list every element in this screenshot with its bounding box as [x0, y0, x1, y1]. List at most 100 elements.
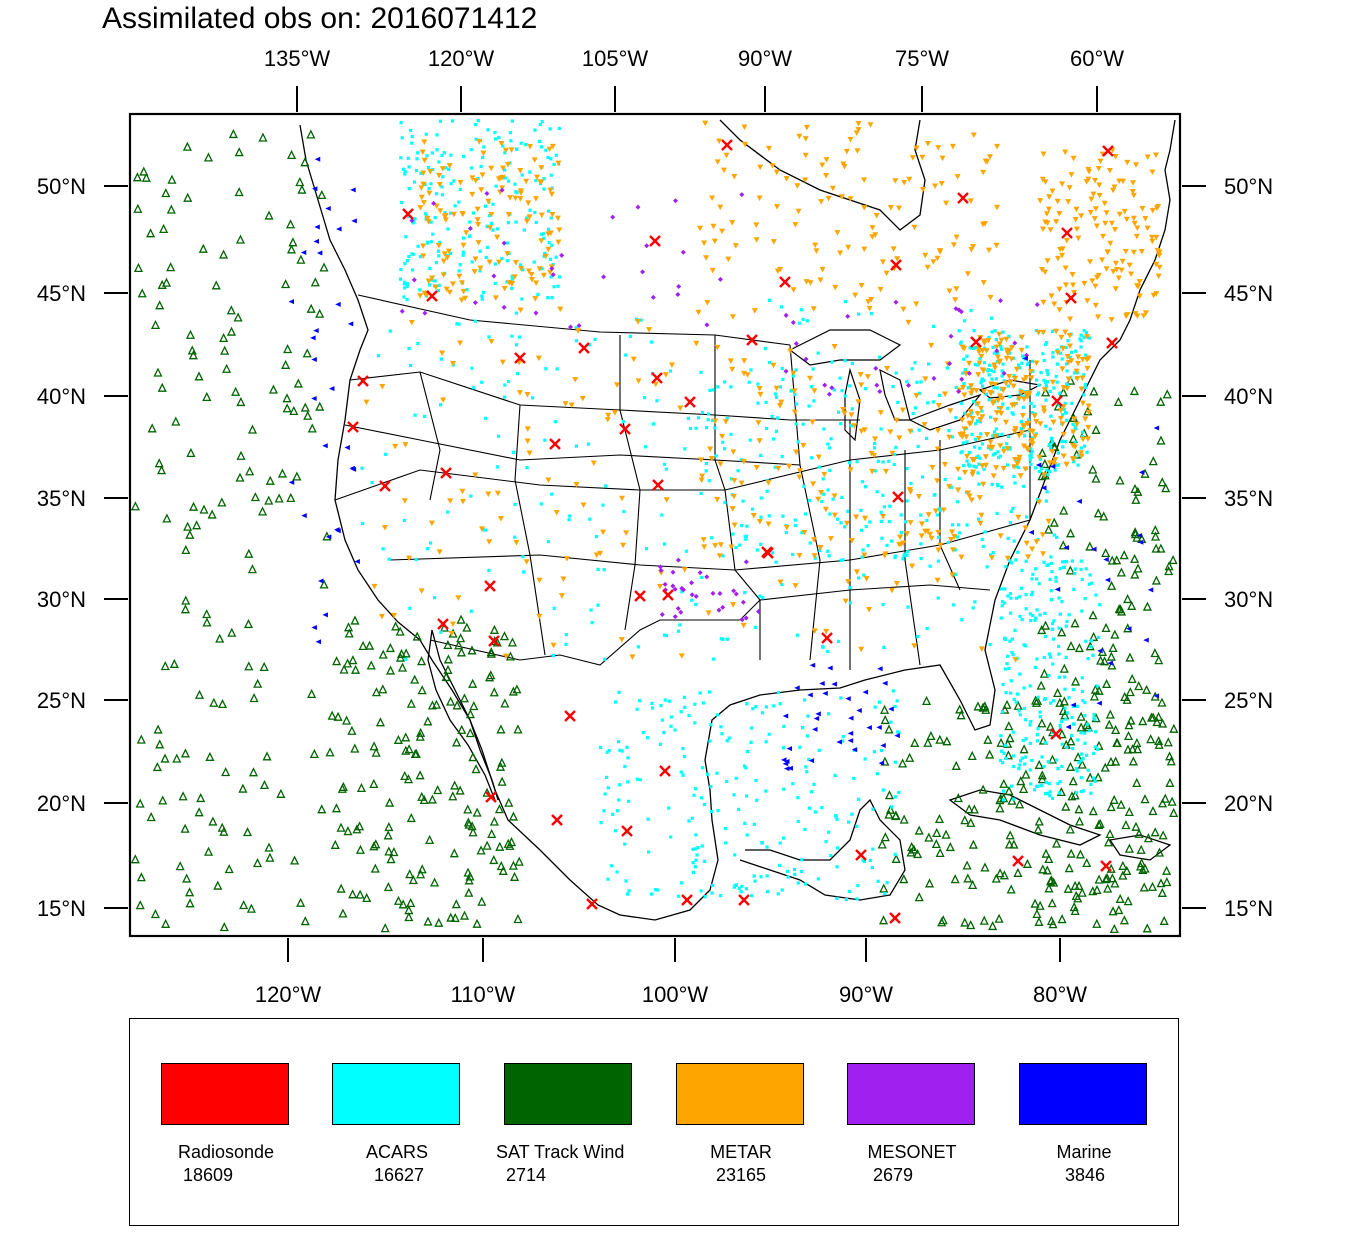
acars-marker	[1029, 447, 1033, 451]
metar-marker	[982, 454, 989, 460]
metar-marker	[753, 464, 760, 471]
acars-marker	[681, 746, 685, 751]
acars-marker	[443, 211, 447, 215]
acars-marker	[999, 616, 1003, 620]
sat-track-wind-marker	[166, 262, 176, 272]
mesonet-marker	[680, 587, 686, 593]
sat-track-wind-marker	[932, 827, 942, 838]
metar-marker	[439, 166, 446, 172]
acars-marker	[1010, 784, 1014, 788]
metar-marker	[533, 280, 540, 287]
marine-marker	[344, 444, 350, 450]
acars-marker	[438, 403, 443, 407]
sat-track-wind-marker	[1154, 655, 1164, 665]
metar-marker	[987, 439, 994, 446]
acars-marker	[678, 623, 682, 627]
sat-track-wind-marker	[1037, 447, 1047, 457]
acars-marker	[495, 465, 500, 469]
metar-marker	[722, 419, 729, 425]
acars-marker	[800, 531, 804, 535]
acars-marker	[1019, 426, 1024, 431]
acars-marker	[828, 468, 832, 473]
sat-track-wind-marker	[264, 210, 274, 220]
metar-marker	[1053, 328, 1060, 335]
acars-marker	[540, 267, 544, 271]
mesonet-marker	[743, 559, 749, 565]
acars-marker	[1035, 608, 1039, 612]
metar-marker	[556, 227, 563, 233]
metar-marker	[967, 198, 974, 204]
acars-marker	[1083, 596, 1087, 601]
metar-marker	[1011, 428, 1018, 435]
acars-marker	[996, 482, 1000, 487]
acars-marker	[1009, 509, 1013, 514]
acars-marker	[525, 216, 529, 220]
sat-track-wind-marker	[1162, 389, 1172, 399]
metar-marker	[974, 401, 981, 407]
metar-marker	[1070, 155, 1077, 162]
acars-marker	[1064, 345, 1068, 349]
acars-marker	[1017, 595, 1021, 599]
acars-marker	[1008, 521, 1013, 525]
acars-marker	[798, 745, 802, 749]
metar-marker	[934, 446, 941, 453]
sat-track-wind-marker	[884, 790, 895, 800]
metar-marker	[447, 498, 454, 504]
acars-marker	[1061, 560, 1065, 564]
acars-marker	[791, 374, 795, 378]
acars-marker	[693, 721, 697, 725]
metar-marker	[1089, 278, 1096, 284]
acars-marker	[1054, 758, 1059, 762]
legend-item-metar: METAR 23165	[676, 1063, 806, 1186]
acars-marker	[1087, 336, 1092, 340]
acars-marker	[988, 363, 992, 367]
sat-track-wind-marker	[1101, 547, 1111, 558]
acars-marker	[1010, 637, 1014, 641]
metar-marker	[893, 417, 900, 424]
acars-marker	[682, 695, 687, 699]
metar-marker	[623, 530, 630, 536]
metar-marker	[439, 350, 446, 356]
metar-marker	[883, 270, 890, 277]
sat-track-wind-marker	[327, 710, 337, 720]
acars-marker	[1045, 490, 1049, 494]
sat-track-wind-marker	[1142, 923, 1152, 933]
acars-marker	[953, 548, 957, 552]
radiosonde-marker	[1106, 337, 1118, 349]
metar-marker	[1021, 424, 1028, 430]
metar-marker	[523, 218, 530, 225]
metar-marker	[858, 382, 865, 388]
acars-marker	[784, 531, 788, 535]
sat-track-wind-marker	[1088, 806, 1098, 816]
sat-track-wind-marker	[427, 700, 437, 710]
acars-marker	[1056, 781, 1060, 786]
metar-marker	[442, 217, 449, 223]
acars-marker	[960, 450, 964, 454]
acars-marker	[727, 736, 731, 740]
sat-track-wind-marker	[1132, 777, 1142, 787]
sat-track-wind-marker	[443, 639, 453, 650]
sat-track-wind-marker	[1114, 603, 1124, 614]
metar-marker	[973, 388, 980, 394]
sat-track-wind-marker	[995, 803, 1005, 813]
sat-track-wind-marker	[495, 841, 505, 851]
acars-marker	[799, 869, 804, 873]
acars-marker	[607, 749, 611, 753]
acars-marker	[1029, 401, 1033, 406]
acars-marker	[753, 625, 757, 629]
acars-marker	[716, 808, 720, 813]
sat-track-wind-marker	[430, 877, 440, 887]
acars-marker	[1001, 798, 1006, 802]
sat-track-wind-marker	[1107, 555, 1117, 565]
marine-marker	[1143, 637, 1149, 643]
metar-marker	[1054, 255, 1061, 262]
acars-marker	[1017, 466, 1021, 470]
acars-marker	[1044, 342, 1048, 347]
acars-marker	[1006, 434, 1011, 439]
acars-marker	[440, 185, 444, 189]
sat-track-wind-marker	[508, 686, 518, 696]
acars-marker	[950, 523, 955, 527]
acars-marker	[1024, 515, 1029, 519]
metar-marker	[787, 348, 794, 355]
sat-track-wind-marker	[1163, 737, 1173, 747]
